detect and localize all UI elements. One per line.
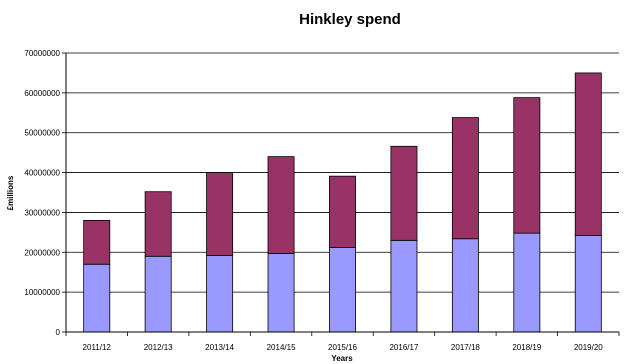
bar-segment xyxy=(206,255,234,333)
x-tick-label: 2011/12 xyxy=(83,343,112,352)
bar-segment xyxy=(144,191,172,257)
bar-segment xyxy=(451,238,479,333)
bar-segment xyxy=(451,117,479,240)
x-tick-label: 2018/19 xyxy=(512,343,541,352)
x-tick-label: 2019/20 xyxy=(574,343,603,352)
x-tick-label: 2014/15 xyxy=(267,343,296,352)
y-tick-label: 10000000 xyxy=(24,288,60,297)
bar-segment xyxy=(144,255,172,333)
bar-segment xyxy=(267,156,295,254)
bar-segment xyxy=(390,239,418,333)
bar-segment xyxy=(574,72,602,236)
x-tick-label: 2013/14 xyxy=(205,343,234,352)
bar-segment xyxy=(390,145,418,241)
bar-segment xyxy=(513,97,541,234)
bar-segment xyxy=(267,253,295,333)
y-tick-label: 30000000 xyxy=(24,208,60,217)
bar-segment xyxy=(329,175,356,248)
y-tick-label: 70000000 xyxy=(24,49,60,58)
bar-segment xyxy=(83,219,111,265)
bar-segment xyxy=(513,232,541,333)
x-tick-label: 2012/13 xyxy=(144,343,173,352)
x-tick-labels: 2011/12 2012/13 2013/14 2014/15 2015/16 2016/… xyxy=(83,343,604,352)
chart-title: Hinkley spend xyxy=(299,11,401,28)
y-tick-label: 50000000 xyxy=(24,129,60,138)
y-tick-label: 40000000 xyxy=(24,169,60,178)
y-tick-labels: 0 10000000 20000000 30000000 40000000 5000000… xyxy=(24,49,60,337)
y-axis-label: £millions xyxy=(6,175,15,210)
y-tick-label: 60000000 xyxy=(24,89,60,98)
bar-segment xyxy=(83,263,111,333)
bar-segment xyxy=(206,172,234,256)
y-tick-label: 0 xyxy=(56,328,61,337)
x-tick-label: 2016/17 xyxy=(389,343,418,352)
bar-segment xyxy=(329,247,356,333)
x-tick-label: 2015/16 xyxy=(328,343,357,352)
axes xyxy=(62,52,620,336)
bars xyxy=(83,72,602,333)
x-axis-label: Years xyxy=(331,354,353,363)
y-tick-label: 20000000 xyxy=(24,248,60,257)
bar-segment xyxy=(574,235,602,333)
x-tick-label: 2017/18 xyxy=(451,343,480,352)
